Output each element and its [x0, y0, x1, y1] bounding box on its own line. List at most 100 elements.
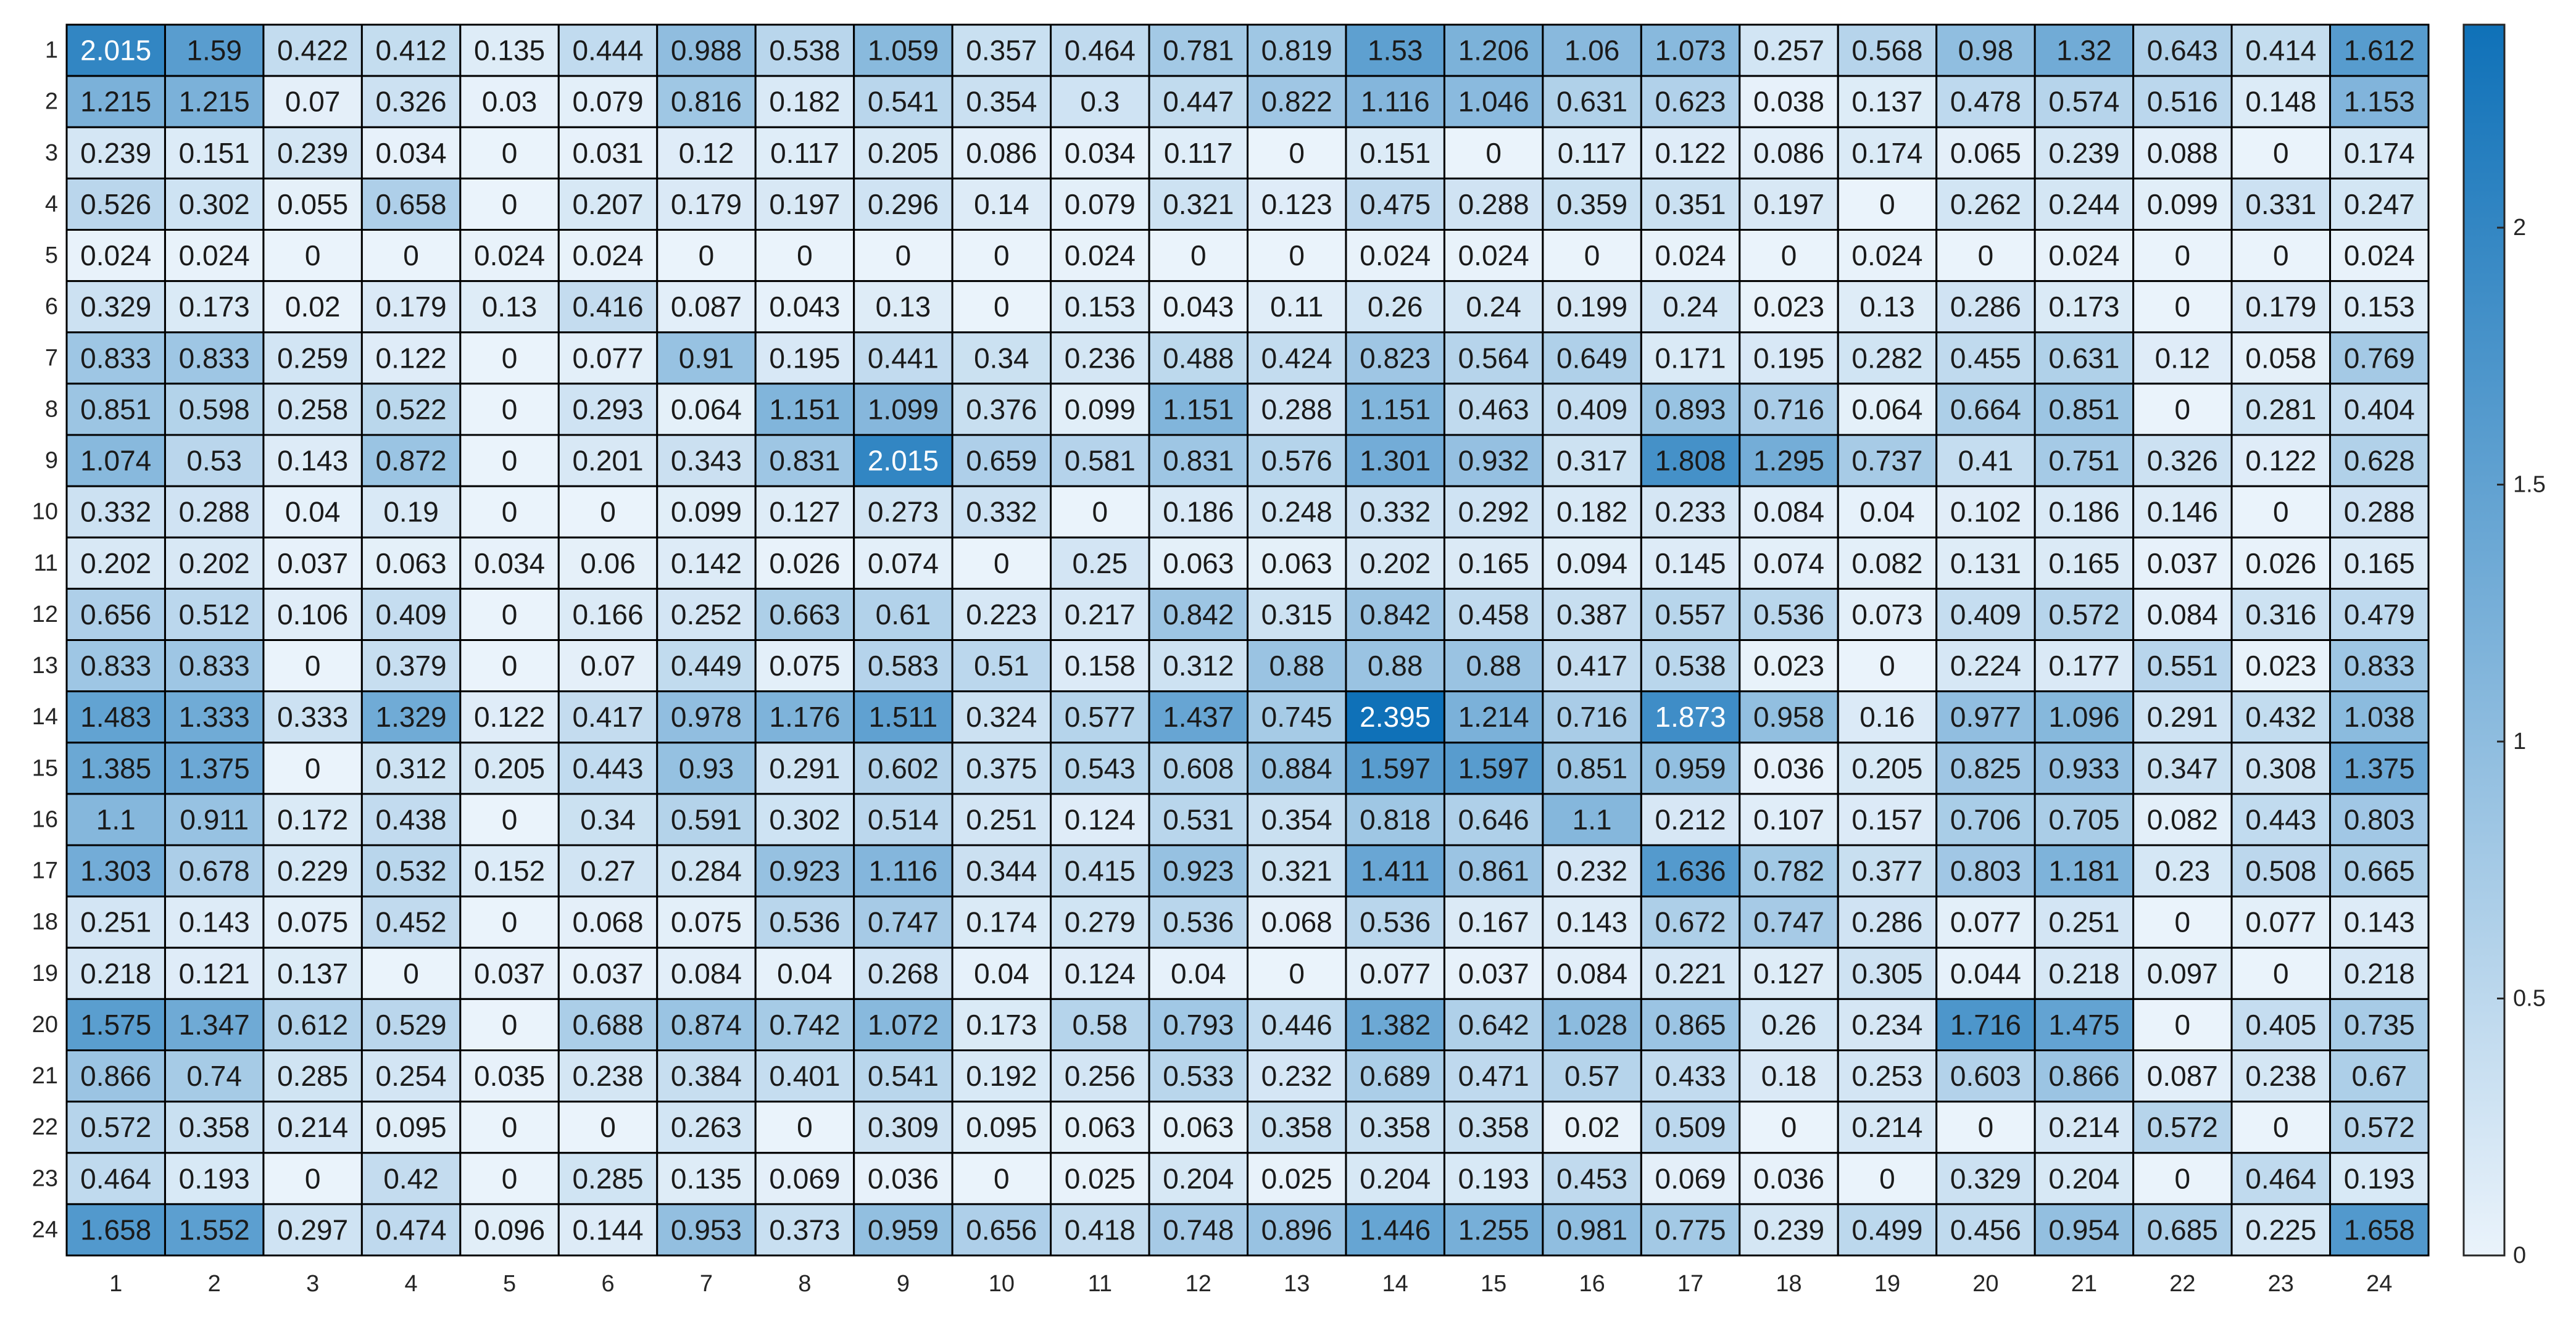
heatmap-cell-value: 0 [502, 496, 518, 528]
heatmap-cell-value: 0.182 [769, 86, 840, 118]
heatmap-cell-value: 0.088 [2147, 137, 2218, 169]
heatmap-cell [1443, 1101, 1544, 1154]
heatmap-cell [2034, 793, 2135, 846]
colorbar-tick-label: 1 [2513, 729, 2526, 755]
heatmap-cell-value: 0.417 [1556, 650, 1627, 682]
y-tick-label: 15 [32, 755, 58, 781]
heatmap-cell [2230, 177, 2332, 231]
x-tick-label: 3 [306, 1271, 319, 1297]
heatmap-cell-value: 0 [502, 1009, 518, 1041]
heatmap-cell [65, 126, 166, 180]
heatmap-cell-value: 0 [2273, 239, 2289, 271]
heatmap-cell-value: 0.06 [580, 547, 636, 579]
heatmap-cell-value: 0.954 [2048, 1214, 2119, 1246]
heatmap-cell-value: 1.046 [1458, 86, 1529, 118]
heatmap-cell [1148, 280, 1249, 334]
heatmap-cell [360, 895, 462, 949]
heatmap-cell [2230, 382, 2332, 436]
heatmap-cell [1935, 587, 2036, 641]
heatmap-cell-value: 0.608 [1163, 752, 1234, 784]
heatmap-cell-value: 0.332 [966, 496, 1037, 528]
heatmap-cell-value: 0.478 [1950, 86, 2021, 118]
heatmap-cell [853, 536, 954, 590]
heatmap-cell-value: 0.373 [769, 1214, 840, 1246]
heatmap-cell [262, 639, 363, 693]
heatmap-cell [1148, 536, 1249, 590]
heatmap-cell-value: 0.195 [769, 342, 840, 374]
heatmap-cell-value: 0.084 [2147, 598, 2218, 631]
heatmap-cell-value: 1.437 [1163, 701, 1234, 733]
heatmap-cell-value: 0.143 [277, 445, 348, 477]
heatmap-cell-value: 2.015 [868, 445, 939, 477]
heatmap-cell-value: 1.411 [1361, 855, 1430, 887]
heatmap-cell-value: 0.612 [277, 1009, 348, 1041]
heatmap-cell [1345, 382, 1445, 436]
x-tick-label: 4 [405, 1271, 418, 1297]
heatmap-cell-value: 0 [600, 496, 616, 528]
heatmap-cell-value: 0.291 [2147, 701, 2218, 733]
heatmap-cell [853, 895, 954, 949]
heatmap-cell-value: 0.024 [1458, 239, 1529, 271]
heatmap-cell [360, 690, 462, 744]
heatmap-cell-value: 0.197 [1753, 188, 1824, 220]
heatmap-cell-value: 0.509 [1655, 1111, 1726, 1143]
heatmap-cell [1247, 998, 1347, 1051]
heatmap-cell [1640, 1203, 1741, 1257]
heatmap-cell [1148, 1049, 1249, 1103]
heatmap-cell-value: 0 [403, 957, 419, 990]
heatmap-cell-value: 0 [2175, 1009, 2191, 1041]
heatmap-cell-value: 0.833 [179, 650, 250, 682]
heatmap-cell-value: 1.511 [869, 701, 938, 733]
heatmap-cell-value: 0.531 [1163, 803, 1234, 835]
heatmap-cell [557, 946, 659, 1000]
heatmap-cell-value: 0.536 [1753, 598, 1824, 631]
heatmap-cell [164, 793, 265, 846]
heatmap-cell-value: 0.063 [376, 547, 447, 579]
heatmap-cell [656, 280, 757, 334]
heatmap-cell [2329, 1049, 2430, 1103]
x-tick-label: 7 [700, 1271, 713, 1297]
heatmap-cell-value: 0 [502, 445, 518, 477]
heatmap-cell [1640, 1101, 1741, 1154]
heatmap-cell [360, 280, 462, 334]
heatmap-cell-value: 0.329 [80, 291, 151, 323]
heatmap-cell-value: 0.024 [1851, 239, 1922, 271]
heatmap-cell-value: 0.911 [180, 803, 249, 835]
heatmap-cell-value: 0.532 [376, 855, 447, 887]
heatmap-cell [2034, 1101, 2135, 1154]
heatmap-cell-value: 0.358 [1458, 1111, 1529, 1143]
heatmap-cell [951, 639, 1052, 693]
heatmap-cell-value: 0.321 [1163, 188, 1234, 220]
heatmap-cell [1148, 485, 1249, 539]
heatmap-cell [1443, 844, 1544, 898]
heatmap-cell-value: 1.382 [1360, 1009, 1431, 1041]
heatmap-cell-value: 0.043 [1163, 291, 1234, 323]
heatmap-cell [360, 177, 462, 231]
heatmap-cell [2230, 844, 2332, 898]
heatmap-cell-value: 1.597 [1458, 752, 1529, 784]
heatmap-cell [459, 331, 560, 385]
heatmap-cell [1739, 331, 1839, 385]
heatmap-cell-value: 0.073 [1851, 598, 1922, 631]
heatmap-cell-value: 0.173 [2048, 291, 2119, 323]
heatmap-cell [2329, 690, 2430, 744]
heatmap-cell [1739, 1049, 1839, 1103]
heatmap-cell [1050, 690, 1150, 744]
heatmap-cell-value: 0.447 [1163, 86, 1234, 118]
heatmap-cell [1542, 1101, 1642, 1154]
heatmap-cell [2329, 998, 2430, 1051]
heatmap-cell-value: 0 [1879, 650, 1895, 682]
heatmap-cell-value: 0.193 [2344, 1162, 2415, 1194]
heatmap-cell [262, 1049, 363, 1103]
heatmap-cell [1345, 587, 1445, 641]
heatmap-cell [557, 536, 659, 590]
heatmap-cell [951, 895, 1052, 949]
heatmap-cell [1935, 742, 2036, 795]
heatmap-cell-value: 0 [994, 547, 1010, 579]
heatmap-cell-value: 0.044 [1950, 957, 2021, 990]
heatmap-cell-value: 0.455 [1950, 342, 2021, 374]
heatmap-cell-value: 0 [2273, 496, 2289, 528]
heatmap-cell [1640, 1049, 1741, 1103]
heatmap-cell [1050, 1203, 1150, 1257]
